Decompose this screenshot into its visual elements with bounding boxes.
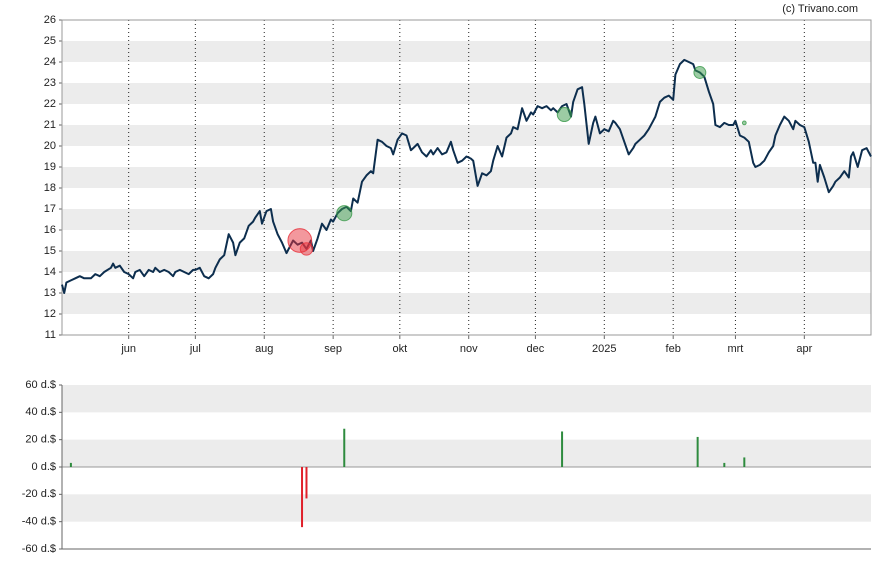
plot-frame (61, 19, 872, 336)
bar (301, 467, 304, 528)
bar (343, 428, 346, 467)
x-tick-label: mrt (727, 343, 743, 355)
bubble (741, 120, 747, 126)
y-tick-label: 25 (44, 35, 56, 47)
y-tick-label: 15 (44, 245, 56, 257)
grid-band (62, 41, 871, 62)
x-tick-label: aug (255, 343, 273, 355)
y-tick-label: 11 (45, 329, 56, 341)
y-tick-label: 22 (44, 98, 56, 110)
x-tick-label: jul (189, 343, 201, 355)
grid-band (62, 439, 871, 467)
y-tick-label: 23 (44, 77, 56, 89)
y-tick-label: 26 (44, 14, 56, 26)
bar (561, 431, 564, 467)
grid-band (62, 167, 871, 188)
grid-band (62, 385, 871, 413)
y-tick-label: -60 d.$ (22, 543, 56, 555)
x-tick-label: nov (460, 343, 478, 355)
y-tick-label: 0 d.$ (32, 461, 56, 473)
x-tick-label: 2025 (592, 343, 616, 355)
y-tick-label: 40 d.$ (25, 406, 56, 418)
grid-band (62, 251, 871, 272)
grid-band (62, 293, 871, 314)
y-tick-label: 13 (44, 287, 56, 299)
x-tick-label: feb (666, 343, 681, 355)
y-tick-label: -40 d.$ (22, 516, 56, 528)
y-tick-label: 16 (44, 224, 56, 236)
bubble (556, 106, 572, 123)
y-tick-label: 21 (44, 119, 56, 131)
x-tick-label: dec (527, 343, 545, 355)
source-note: (c) Trivano.com (782, 3, 858, 15)
bar (743, 457, 746, 467)
bar (723, 462, 726, 467)
bubble (299, 242, 314, 256)
y-tick-label: 17 (44, 203, 56, 215)
bar (69, 462, 72, 467)
x-tick-label: okt (392, 343, 407, 355)
grid-band (62, 83, 871, 104)
y-tick-label: -20 d.$ (22, 488, 56, 500)
x-tick-label: sep (324, 343, 342, 355)
y-tick-label: 12 (44, 308, 56, 320)
bubble (336, 205, 353, 222)
y-tick-label: 60 d.$ (25, 379, 56, 391)
x-tick-label: apr (796, 343, 812, 355)
bar (305, 467, 308, 499)
grid-band (62, 209, 871, 230)
y-tick-label: 14 (44, 266, 56, 278)
grid-band (62, 494, 871, 522)
bar (696, 436, 699, 467)
bubble (693, 66, 707, 79)
y-tick-label: 19 (44, 161, 56, 173)
y-tick-label: 20 d.$ (25, 434, 56, 446)
y-tick-label: 24 (44, 56, 56, 68)
y-tick-label: 18 (44, 182, 56, 194)
x-tick-label: jun (120, 343, 136, 355)
y-tick-label: 20 (44, 140, 56, 152)
price-line (61, 58, 872, 294)
